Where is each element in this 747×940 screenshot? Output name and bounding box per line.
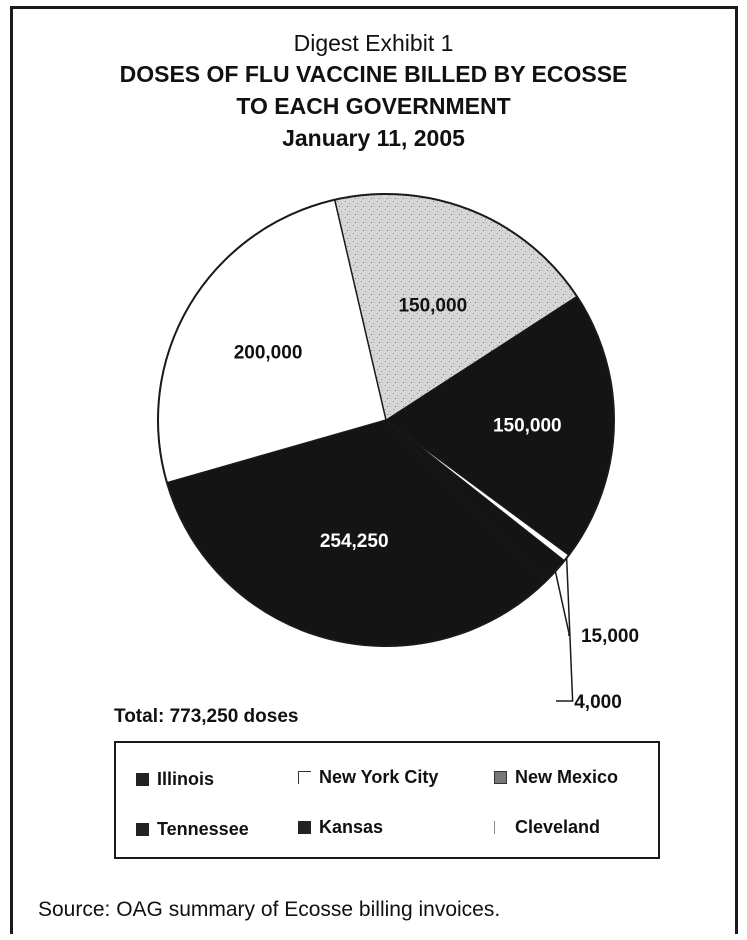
legend-item-new-york-city: New York City — [298, 767, 438, 788]
legend: Illinois New York City New Mexico Tennes… — [114, 741, 660, 859]
slice-label-new-york-city: 200,000 — [234, 342, 303, 363]
exhibit-label: Digest Exhibit 1 — [293, 30, 454, 56]
slice-label-kansas: 150,000 — [493, 415, 562, 436]
leader-line-cleveland — [556, 557, 574, 702]
legend-item-cleveland: Cleveland — [494, 817, 600, 838]
legend-swatch-kansas — [298, 821, 311, 834]
slice-label-tennessee: 15,000 — [581, 626, 639, 647]
pie-outline — [157, 193, 615, 647]
chart-title-line-2: TO EACH GOVERNMENT — [236, 93, 511, 119]
legend-label-new-mexico: New Mexico — [515, 767, 619, 787]
legend-label-illinois: Illinois — [157, 769, 215, 789]
legend-item-new-mexico: New Mexico — [494, 767, 618, 788]
chart-title-block: Digest Exhibit 1 DOSES OF FLU VACCINE BI… — [0, 28, 747, 154]
legend-swatch-illinois — [136, 773, 149, 786]
legend-item-tennessee: Tennessee — [136, 819, 249, 840]
legend-item-kansas: Kansas — [298, 817, 383, 838]
slice-label-illinois: 254,250 — [320, 531, 389, 552]
slice-label-new-mexico: 150,000 — [398, 296, 467, 317]
legend-swatch-new-york-city — [298, 771, 311, 784]
legend-swatch-cleveland — [494, 821, 497, 834]
legend-label-cleveland: Cleveland — [515, 817, 601, 837]
source-note: Source: OAG summary of Ecosse billing in… — [38, 898, 501, 921]
legend-swatch-tennessee — [136, 823, 149, 836]
leader-line-tennessee — [554, 571, 571, 636]
slice-label-cleveland: 4,000 — [574, 692, 622, 713]
legend-swatch-new-mexico — [494, 771, 507, 784]
total-label: Total: 773,250 doses — [114, 706, 299, 727]
chart-date: January 11, 2005 — [282, 125, 465, 151]
legend-label-tennessee: Tennessee — [157, 819, 249, 839]
exhibit-frame — [10, 6, 738, 934]
legend-label-kansas: Kansas — [319, 817, 384, 837]
chart-title-line-1: DOSES OF FLU VACCINE BILLED BY ECOSSE — [119, 61, 628, 87]
legend-label-new-york-city: New York City — [319, 767, 439, 787]
legend-item-illinois: Illinois — [136, 769, 214, 790]
